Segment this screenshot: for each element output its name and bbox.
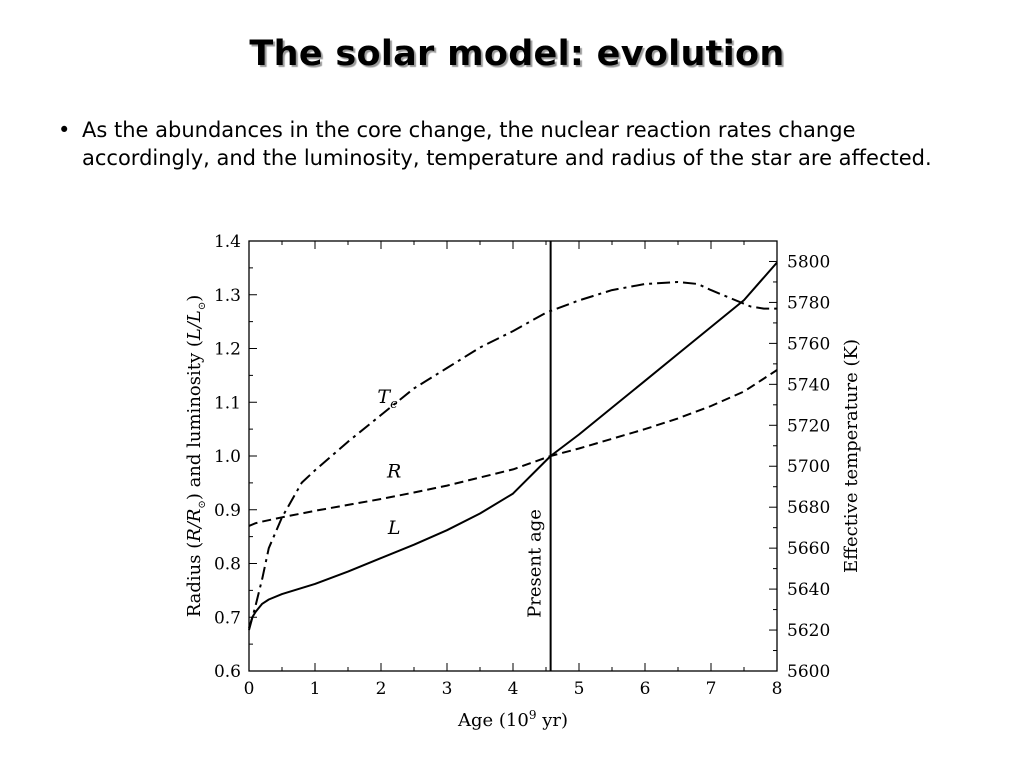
x-tick-label: 1 [310,679,321,699]
series-r-line [248,369,778,527]
y-right-tick-label: 5760 [787,334,830,354]
y-left-axis-label-part: ) [184,295,205,302]
x-tick-label: 6 [640,679,651,699]
y-left-axis-label-part: ⊙ [197,500,208,508]
x-axis-label: Age (109 yr) [457,708,568,731]
y-left-tick-label: 0.8 [214,555,241,575]
y-right-axis-label-group: Effective temperature (K) [841,339,862,573]
series-l-line [248,261,778,629]
y-right-tick-label: 5800 [787,252,830,272]
y-left-tick-label: 1.0 [214,447,241,467]
y-right-tick-label: 5700 [787,457,830,477]
y-left-tick-label: 1.3 [214,286,241,306]
y-left-axis-label-part: ) and luminosity ( [184,340,205,500]
chart-axes: 0 1 2 3 4 5 6 7 8 0.6 0.7 0.8 0.9 1.0 1.1 1.2 1.3 1.4 5600… [214,232,830,699]
y-right-tick-label: 5620 [787,621,830,641]
y-right-tick-label: 5680 [787,498,830,518]
present-age-label-group: Present age [525,509,546,618]
bullet-point: • As the abundances in the core change, … [58,116,978,172]
series-label-main: R [386,461,401,483]
plot-frame [248,240,778,672]
x-tick-label: 2 [376,679,387,699]
y-left-tick-label: 0.7 [214,608,241,628]
chart-series [248,241,778,671]
y-right-tick-label: 5780 [787,293,830,313]
y-left-axis-label: Radius (R/R⊙) and luminosity (L/L⊙) [184,295,208,618]
series-r-label: R [386,461,401,483]
x-tick-label: 4 [508,679,519,699]
chart-labels: Age (109 yr)Radius (R/R⊙) and luminosity… [184,295,862,731]
series-label-main: L [387,517,401,539]
y-left-axis-label-part: Radius ( [184,542,205,618]
bullet-icon: • [58,118,71,142]
x-tick-label: 0 [244,679,255,699]
bullet-text: As the abundances in the core change, th… [82,118,932,170]
y-left-tick-label: 1.4 [214,232,241,252]
y-left-tick-label: 0.9 [214,501,241,521]
series-label-main: T [377,386,391,408]
slide-title: The solar model: evolution [249,34,785,74]
y-left-axis-label-group: Radius (R/R⊙) and luminosity (L/L⊙) [184,295,208,618]
x-axis-label-exponent: 9 [529,708,537,722]
series-label-subscript: e [390,397,398,412]
y-left-axis-label-part: R/R [184,509,205,543]
y-left-tick-label: 0.6 [214,662,241,682]
series-t-line [248,281,777,631]
y-left-axis-label-part: L/L [184,310,205,341]
x-axis-label-suffix: yr) [536,710,568,731]
series-l-label: L [387,517,401,539]
y-left-tick-label: 1.2 [214,340,241,360]
y-right-tick-label: 5640 [787,580,830,600]
series-t-label: Te [377,386,398,412]
x-tick-label: 8 [772,679,783,699]
y-left-axis-label-part: ⊙ [197,302,208,310]
y-left-tick-label: 1.1 [214,393,241,413]
x-tick-label: 5 [574,679,585,699]
y-right-tick-label: 5600 [787,662,830,682]
y-right-tick-label: 5660 [787,539,830,559]
x-tick-label: 7 [706,679,717,699]
x-axis-label-prefix: Age (10 [457,710,529,731]
y-right-tick-label: 5740 [787,375,830,395]
y-right-tick-label: 5720 [787,416,830,436]
present-age-label: Present age [525,509,546,618]
y-right-axis-label: Effective temperature (K) [841,339,862,573]
x-tick-label: 3 [442,679,453,699]
